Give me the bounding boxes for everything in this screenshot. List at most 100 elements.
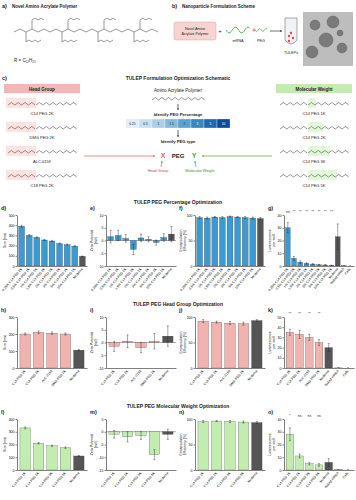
bar <box>60 334 70 368</box>
panel-label: l) <box>1 409 5 415</box>
error-bar-cap <box>343 265 345 266</box>
error-bar-stem <box>294 256 295 260</box>
y-tick: 100 <box>187 418 195 422</box>
y-tick: 50 <box>189 443 195 447</box>
polymer-branch <box>32 20 33 29</box>
molecular-weight-highlight <box>308 122 323 132</box>
formula-part: X <box>161 152 166 159</box>
panel-label: n) <box>179 409 184 415</box>
section-title: TULEP PEG Percentage Optimization <box>134 199 222 205</box>
bar <box>33 332 43 368</box>
molecule-drawing <box>308 151 349 154</box>
error-bar-cap <box>214 216 216 217</box>
error-bar <box>312 263 314 264</box>
error-bar <box>299 330 301 338</box>
y-tick-label: 100 <box>9 254 15 258</box>
significance-label: ** <box>293 210 296 214</box>
y-axis-title: (mV) <box>94 237 98 245</box>
y-tick: 0 <box>102 430 106 434</box>
plot-area: 010203040C14 PEG 1KC14 PEG 2KC14 PEG 3KC… <box>276 414 354 489</box>
y-tick-label: 10 <box>278 252 282 256</box>
chart-panel: o)010203040C14 PEG 1KC14 PEG 2KC14 PEG 3… <box>268 409 355 489</box>
y-tick-label: 100 <box>187 316 193 320</box>
bar <box>342 265 347 266</box>
y-axis: 050100 <box>187 316 196 371</box>
error-bar <box>293 256 295 260</box>
x-tick-label: C18 PEG 2K <box>203 369 219 387</box>
error-bar-stem <box>59 243 60 244</box>
molecule-drawing <box>280 127 307 130</box>
error-bar-cap <box>24 335 26 336</box>
error-bar-stem <box>21 225 22 227</box>
bar <box>211 421 221 470</box>
x-tick-label: Moderna <box>69 471 81 484</box>
error-bar <box>343 265 345 266</box>
x-axis-line <box>285 368 355 369</box>
error-bar <box>349 266 351 267</box>
error-bar-cap <box>110 243 112 244</box>
marks <box>108 226 175 254</box>
error-bar-cap <box>289 440 291 441</box>
x-axis-line <box>107 470 177 471</box>
y-tick-label: 0 <box>191 367 193 371</box>
error-bar-cap <box>206 219 208 220</box>
y-tick-label: 40 <box>278 214 282 218</box>
significance-label: ns <box>307 414 311 418</box>
y-tick: 0 <box>191 265 195 269</box>
error-bar-cap <box>337 469 339 470</box>
bar <box>72 246 78 266</box>
y-tick: 20 <box>278 443 284 447</box>
y-tick-mark <box>16 235 18 236</box>
y-tick-mark <box>194 419 196 420</box>
error-bar <box>113 430 115 438</box>
section-title: TULEP PEG Molecular Weight Optimization <box>127 403 230 409</box>
error-bar-stem <box>207 217 208 219</box>
error-bar-cap <box>349 266 351 267</box>
panel-label: g) <box>268 205 273 211</box>
arrow <box>84 156 155 157</box>
chart-panel: l)0100200300400C14 PEG 1KC14 PEG 2KC14 P… <box>1 409 88 488</box>
y-tick-mark <box>283 470 285 471</box>
error-bar <box>24 333 26 335</box>
bar <box>204 218 210 266</box>
x-tick: C14 PEG 5K <box>141 470 157 488</box>
error-bar <box>347 470 349 471</box>
y-tick-mark <box>16 225 18 226</box>
y-tick: 40 <box>278 214 284 218</box>
significance-label: ** <box>299 210 302 214</box>
percentage-label: 1 <box>158 122 160 126</box>
y-tick-label: 200 <box>9 333 15 337</box>
error-bar-stem <box>141 234 142 242</box>
error-bar-cap <box>242 423 244 424</box>
y-axis: -10-50510 <box>98 214 106 269</box>
x-tick: Naked mRNA <box>324 470 341 489</box>
polymer-side-chain <box>98 40 113 42</box>
polymer-side-chain <box>26 40 41 42</box>
error-bar-cap <box>51 446 53 447</box>
y-tick: 0 <box>280 469 284 473</box>
error-bar-cap <box>308 334 310 335</box>
error-bar <box>199 217 201 219</box>
error-bar-cap <box>242 322 244 323</box>
plot-area: 01002003004005000.25% C14 PEG 2K0.5% C14… <box>1 214 87 292</box>
error-bar-cap <box>308 462 310 463</box>
bar <box>296 334 304 368</box>
bar <box>285 228 290 266</box>
y-tick: 200 <box>9 333 17 337</box>
plot-area: 0501000.25% C14 PEG 2K0.5% C14 PEG 2K1% … <box>179 214 265 292</box>
error-bar-cap <box>117 230 119 231</box>
y-tick-label: -5 <box>100 443 103 447</box>
y-tick: 20 <box>278 346 284 350</box>
error-bar-stem <box>114 341 115 351</box>
y-tick-mark <box>16 256 18 257</box>
y-axis: 050100 <box>187 214 196 269</box>
error-bar-cap <box>312 263 314 264</box>
molecule-drawing <box>280 175 307 178</box>
bar <box>296 456 304 470</box>
y-axis-title: per well <box>272 438 276 450</box>
error-bar-cap <box>113 351 115 352</box>
arrow <box>202 156 272 157</box>
bar <box>317 265 322 266</box>
y-tick: 100 <box>9 254 17 258</box>
bar <box>74 456 84 470</box>
